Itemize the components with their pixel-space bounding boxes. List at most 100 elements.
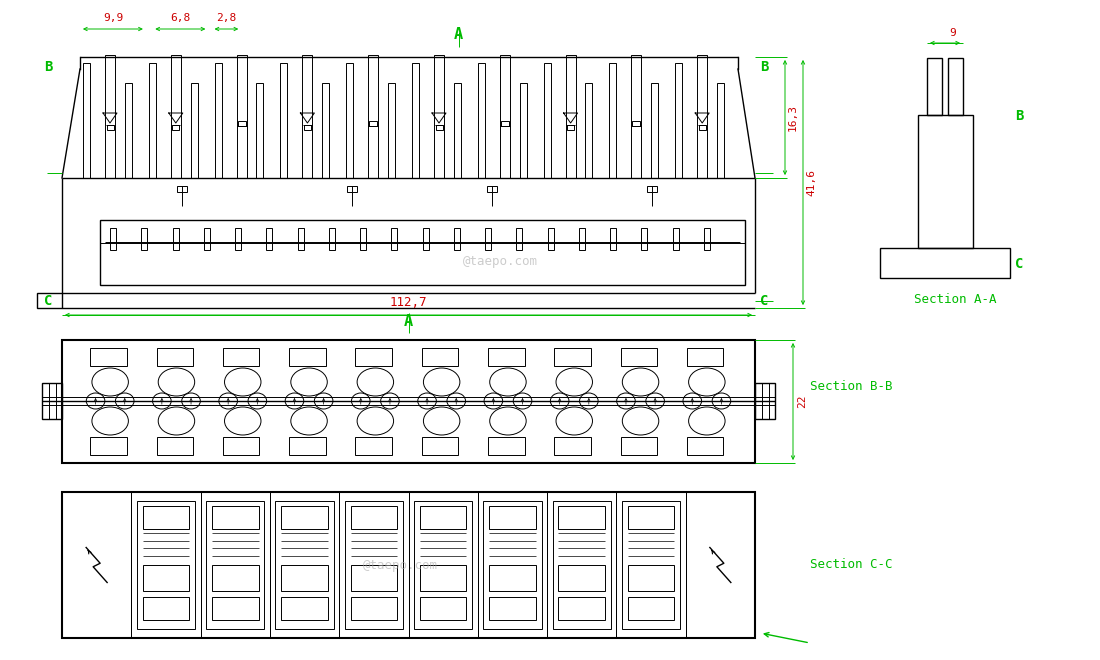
Bar — [554, 348, 591, 366]
Bar — [490, 597, 536, 620]
Bar — [148, 63, 156, 178]
Bar — [483, 501, 541, 629]
Ellipse shape — [712, 393, 730, 409]
Bar — [62, 492, 755, 638]
Bar — [173, 125, 179, 130]
Bar — [280, 63, 287, 178]
Bar — [62, 492, 131, 638]
Bar — [173, 228, 178, 250]
Bar — [499, 55, 509, 178]
Bar — [82, 63, 90, 178]
Bar — [141, 228, 147, 250]
Bar — [436, 125, 442, 130]
Ellipse shape — [646, 393, 664, 409]
Ellipse shape — [86, 393, 104, 409]
Bar — [477, 63, 485, 178]
Ellipse shape — [285, 393, 304, 409]
Text: 112,7: 112,7 — [389, 296, 427, 309]
Bar — [632, 121, 640, 126]
Bar — [212, 565, 258, 591]
Bar — [688, 348, 724, 366]
Bar — [628, 506, 674, 529]
Bar — [519, 83, 527, 178]
Ellipse shape — [580, 393, 598, 409]
Bar — [256, 83, 263, 178]
Bar — [408, 492, 477, 638]
Bar — [107, 125, 113, 130]
Bar — [156, 348, 192, 366]
Bar — [414, 501, 472, 629]
Bar — [282, 506, 328, 529]
Bar — [131, 492, 200, 638]
Text: C: C — [760, 294, 769, 308]
Bar — [212, 597, 258, 620]
Bar — [422, 228, 429, 250]
Bar — [420, 506, 466, 529]
Bar — [270, 492, 339, 638]
Bar — [351, 565, 397, 591]
Text: 22: 22 — [798, 394, 807, 408]
Bar — [90, 348, 126, 366]
Bar — [392, 228, 397, 250]
Bar — [421, 348, 459, 366]
Bar — [355, 437, 392, 455]
Bar — [948, 58, 962, 115]
Text: C: C — [1015, 257, 1023, 271]
Bar — [490, 506, 536, 529]
Text: A: A — [404, 314, 414, 329]
Ellipse shape — [381, 393, 399, 409]
Text: 9: 9 — [949, 28, 956, 38]
Bar — [110, 228, 115, 250]
Bar — [579, 228, 585, 250]
Bar — [329, 228, 334, 250]
Bar — [552, 501, 611, 629]
Bar — [641, 228, 647, 250]
Bar — [412, 63, 419, 178]
Bar — [485, 228, 491, 250]
Bar — [62, 340, 755, 463]
Bar — [698, 125, 706, 130]
Bar — [282, 597, 328, 620]
Ellipse shape — [249, 393, 266, 409]
Bar — [388, 83, 395, 178]
Bar — [90, 437, 126, 455]
Bar — [170, 55, 180, 178]
Bar — [488, 348, 525, 366]
Ellipse shape — [116, 393, 134, 409]
Bar — [755, 383, 775, 419]
Bar — [685, 492, 755, 638]
Text: B: B — [760, 60, 769, 74]
Bar — [322, 83, 329, 178]
Bar — [236, 55, 246, 178]
Bar — [559, 506, 605, 529]
Bar — [927, 58, 942, 115]
Bar — [177, 186, 187, 192]
Bar — [200, 492, 270, 638]
Bar — [297, 228, 304, 250]
Bar — [434, 55, 444, 178]
Bar — [355, 348, 392, 366]
Ellipse shape — [617, 393, 635, 409]
Text: @taepo.com: @taepo.com — [363, 558, 438, 572]
Bar — [344, 501, 403, 629]
Text: Section B-B: Section B-B — [810, 379, 892, 393]
Bar — [190, 83, 198, 178]
Ellipse shape — [514, 393, 531, 409]
Bar — [346, 63, 353, 178]
Ellipse shape — [484, 393, 503, 409]
Bar — [143, 506, 189, 529]
Bar — [282, 565, 328, 591]
Bar — [289, 348, 326, 366]
Ellipse shape — [683, 393, 702, 409]
Bar — [212, 506, 258, 529]
Bar — [453, 83, 461, 178]
Bar — [688, 437, 724, 455]
Bar — [704, 228, 710, 250]
Bar — [488, 437, 525, 455]
Bar — [568, 125, 574, 130]
Bar — [143, 597, 189, 620]
Bar — [360, 228, 366, 250]
Bar — [37, 293, 62, 308]
Text: @taepo.com: @taepo.com — [462, 255, 538, 269]
Bar — [346, 186, 358, 192]
